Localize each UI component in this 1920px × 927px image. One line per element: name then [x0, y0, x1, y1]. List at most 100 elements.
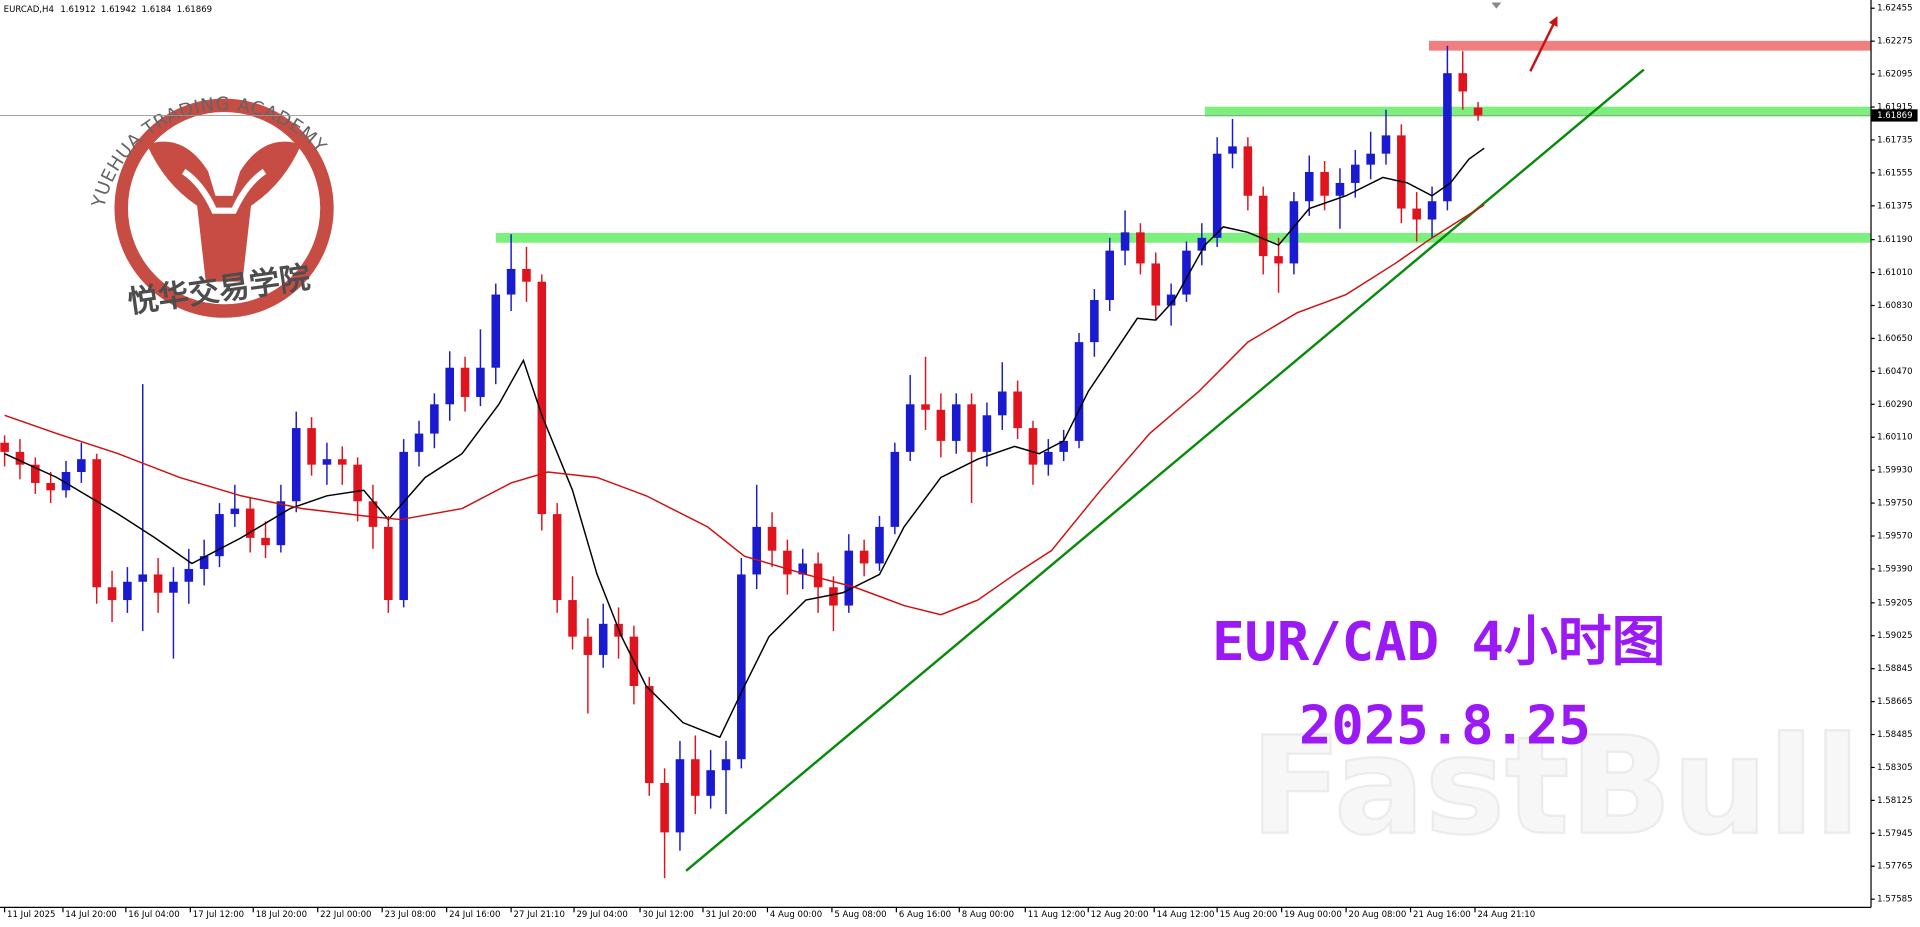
x-tick-label: 17 Jul 12:00 [193, 910, 244, 920]
chart-title: EUR/CAD 4小时图 [1212, 610, 1665, 673]
y-tick-label: 1.61010 [1877, 268, 1912, 278]
candle-body [1381, 135, 1391, 154]
candle-body [951, 404, 961, 441]
y-tick-label: 1.58845 [1877, 664, 1912, 674]
x-tick-label: 31 Jul 20:00 [705, 910, 756, 920]
candle-body [322, 459, 332, 465]
x-tick-label: 12 Aug 20:00 [1091, 910, 1149, 920]
trendline [685, 68, 1645, 872]
x-tick-label: 23 Jul 08:00 [385, 910, 436, 920]
x-tick-label: 15 Aug 20:00 [1220, 910, 1278, 920]
candle-body [905, 404, 915, 452]
candle-body [522, 268, 531, 282]
candle-body [798, 563, 808, 575]
x-tick-label: 24 Jul 16:00 [449, 910, 500, 920]
candle-body [1412, 208, 1421, 220]
x-tick-label: 14 Aug 12:00 [1157, 910, 1215, 920]
x-tick-label: 4 Aug 00:00 [770, 910, 822, 920]
x-tick-label: 14 Jul 20:00 [65, 910, 116, 920]
y-tick-label: 1.62275 [1877, 37, 1912, 47]
candle-body [644, 686, 654, 784]
candle-body [752, 526, 761, 575]
y-tick-label: 1.60650 [1877, 334, 1912, 344]
y-tick-label: 1.57585 [1877, 895, 1912, 905]
candle-body [1028, 428, 1038, 465]
candle-body [721, 759, 731, 771]
x-tick-label: 18 Jul 20:00 [256, 910, 307, 920]
candle-body [844, 550, 854, 606]
candle-body [1443, 73, 1452, 202]
level-band [495, 232, 1872, 243]
candle-body [1105, 250, 1115, 301]
candle-body [123, 581, 132, 601]
candle-body [107, 587, 117, 601]
x-tick-label: 5 Aug 08:00 [834, 910, 886, 920]
candle-body [430, 404, 439, 434]
candle-body [1044, 451, 1053, 465]
candle-body [1427, 201, 1437, 220]
x-tick-label: 8 Aug 00:00 [962, 910, 1014, 920]
moving-average [4, 147, 1485, 739]
candle-body [399, 451, 408, 601]
candle-body [337, 459, 347, 465]
y-tick-label: 1.60470 [1877, 367, 1912, 377]
y-tick-label: 1.62095 [1877, 70, 1912, 80]
logo-ring [114, 98, 334, 318]
high: 1.61942 [101, 5, 136, 15]
y-tick-label: 1.62455 [1877, 4, 1912, 14]
level-band [1204, 106, 1872, 117]
y-tick-label: 1.58305 [1877, 763, 1912, 773]
candle-body [1351, 164, 1360, 183]
x-tick-label: 27 Jul 21:10 [514, 910, 565, 920]
candle-body [1243, 146, 1253, 196]
candle-body [1166, 294, 1176, 306]
shift-marker [1491, 2, 1502, 9]
candle-body [1366, 153, 1375, 165]
candle-body [1013, 391, 1022, 429]
y-tick-label: 1.58125 [1877, 796, 1912, 806]
candle-body [491, 294, 501, 368]
candle-body [921, 404, 930, 410]
price-label: 1.61869 [1877, 111, 1912, 121]
candle-body [1090, 300, 1099, 343]
candle-body [15, 451, 25, 465]
candle-body [1304, 171, 1314, 202]
candle-body [537, 281, 547, 515]
y-tick-label: 1.58485 [1877, 730, 1912, 740]
logo-mark-line [181, 168, 267, 214]
candle-body [1473, 107, 1483, 116]
candle-body [552, 514, 562, 601]
chart-subtitle: 2025.8.25 [1299, 693, 1591, 756]
candle-body [598, 623, 608, 655]
candle-body [92, 459, 101, 588]
candle-body [660, 783, 669, 833]
candle-body [138, 574, 148, 582]
open: 1.61912 [60, 5, 95, 15]
candle-body [890, 451, 900, 527]
candle-body [1289, 201, 1299, 264]
candle-body [169, 581, 178, 593]
candle-body [737, 574, 746, 760]
candle-body [583, 636, 593, 655]
y-tick-label: 1.60290 [1877, 400, 1912, 410]
candle-body [77, 459, 86, 472]
candle-body [31, 464, 40, 483]
y-tick-label: 1.61735 [1877, 135, 1912, 145]
candle-body [460, 367, 470, 397]
candle-body [1120, 232, 1130, 251]
candle-body [568, 600, 577, 637]
close: 1.61869 [177, 5, 212, 15]
y-tick-label: 1.59025 [1877, 631, 1912, 641]
x-tick-label: 21 Aug 16:00 [1413, 910, 1471, 920]
candle-body [1335, 182, 1345, 196]
candle-body [982, 415, 992, 452]
candle-body [1059, 440, 1068, 452]
candle-body [384, 526, 393, 601]
x-tick-label: 6 Aug 16:00 [899, 910, 951, 920]
candle-body [307, 428, 316, 465]
low: 1.6184 [142, 5, 172, 15]
x-tick-label: 11 Jul 2025 [7, 910, 55, 920]
candle-body [829, 587, 838, 606]
